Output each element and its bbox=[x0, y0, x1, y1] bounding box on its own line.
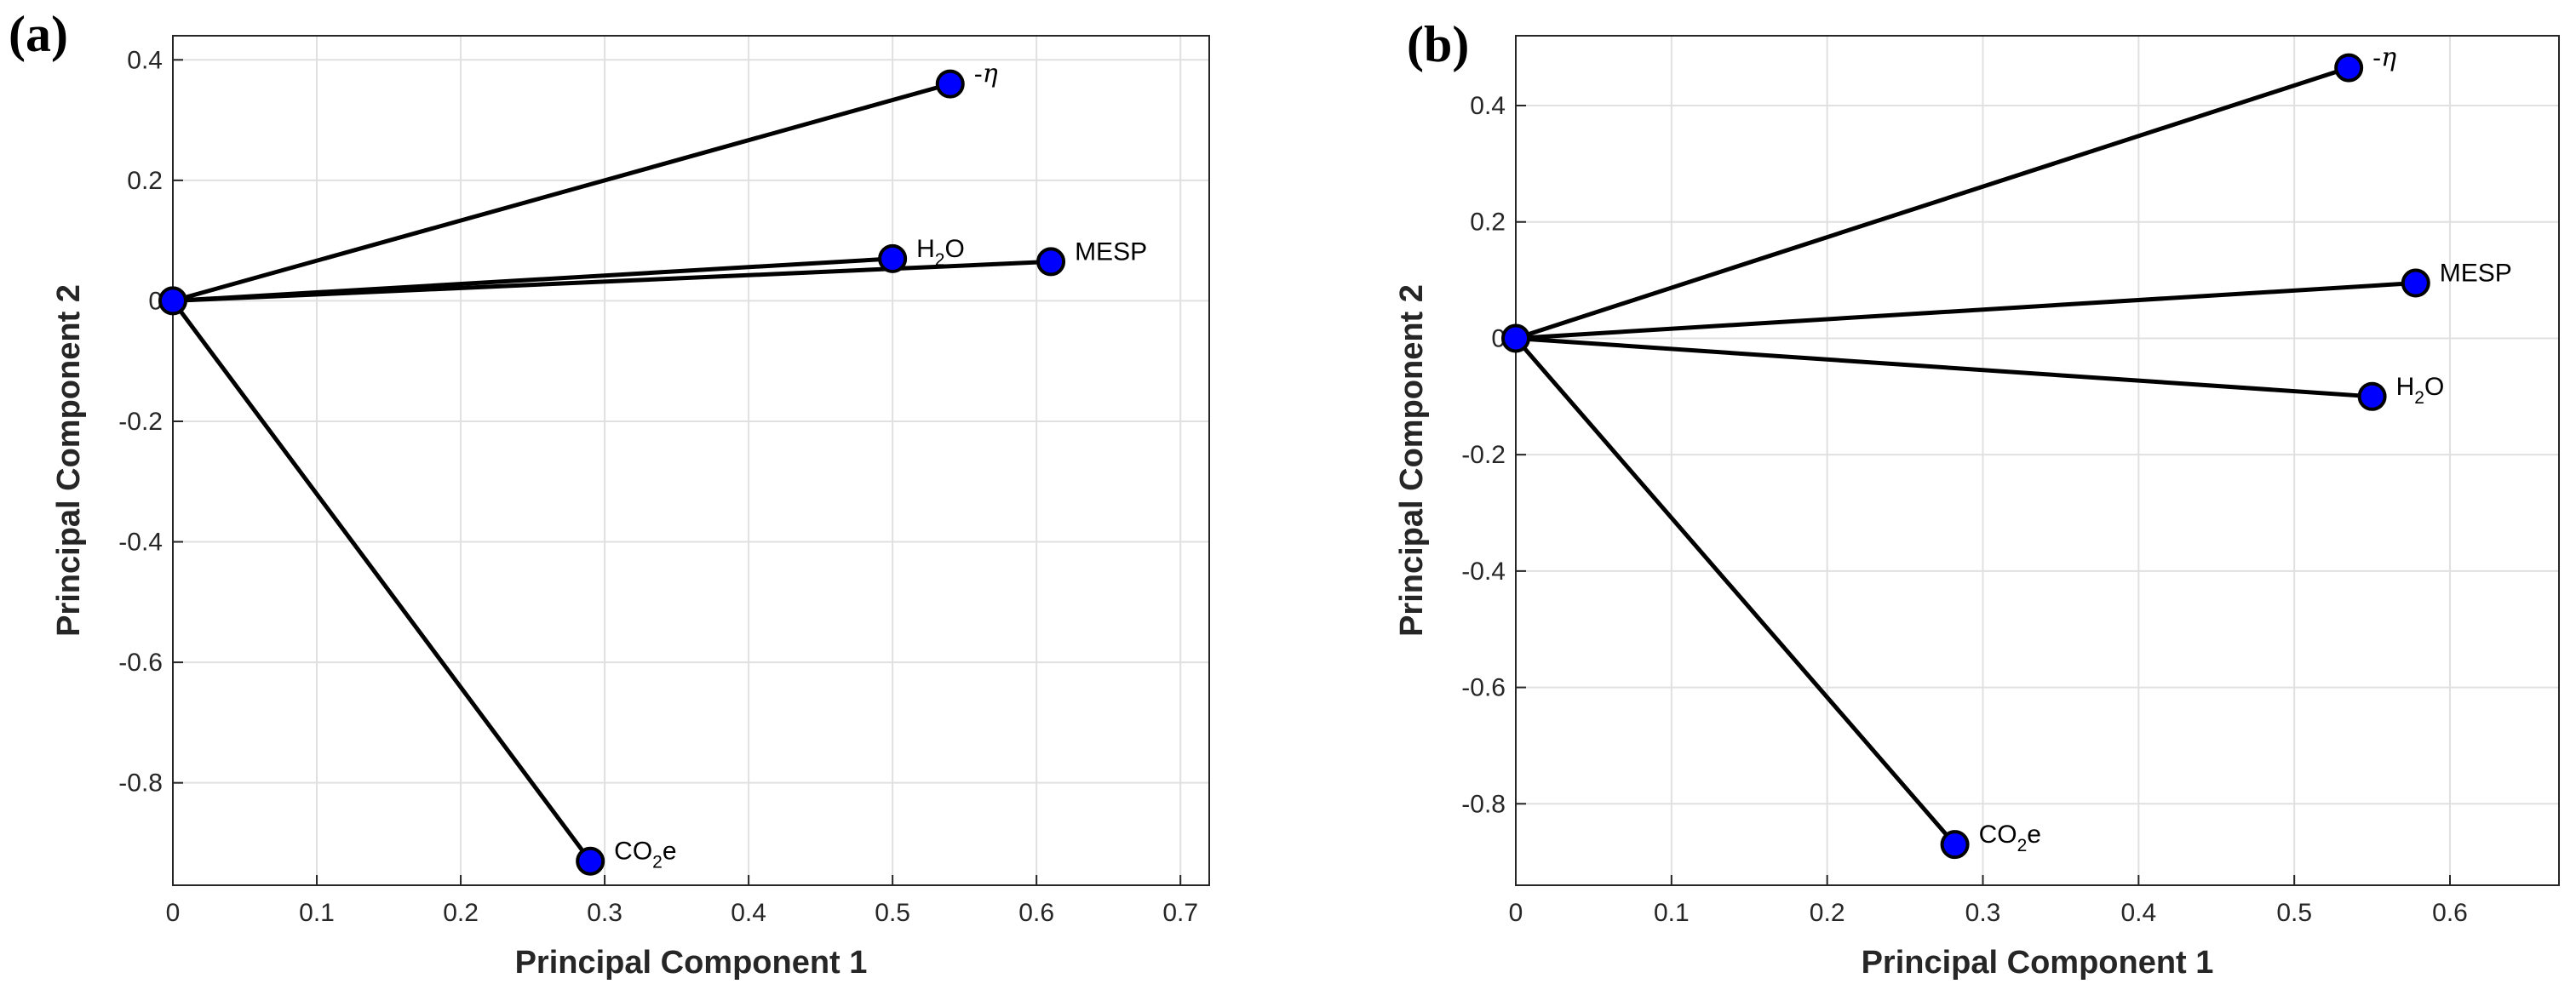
x-tick-label: 0.7 bbox=[1162, 899, 1198, 927]
x-tick-label: 0.1 bbox=[1654, 899, 1690, 927]
data-point bbox=[1036, 247, 1066, 277]
point-label: CO2e bbox=[614, 838, 676, 872]
panel-label: (b) bbox=[1407, 16, 1469, 72]
x-tick-label: 0.6 bbox=[1018, 899, 1054, 927]
loading-vector-line bbox=[170, 299, 593, 863]
y-tick-label: 0 bbox=[1491, 324, 1506, 352]
plot-area-frame bbox=[1515, 35, 2560, 886]
x-tick-label: 0.5 bbox=[875, 899, 910, 927]
y-tick-label: -0.6 bbox=[118, 649, 163, 677]
point-label: H2O bbox=[2396, 373, 2445, 408]
y-tick-label: 0.2 bbox=[127, 167, 163, 195]
x-axis-title: Principal Component 1 bbox=[1862, 945, 2214, 981]
x-tick-label: 0.3 bbox=[1965, 899, 2001, 927]
x-tick-label: 0.4 bbox=[731, 899, 766, 927]
origin-point bbox=[1501, 323, 1530, 353]
y-tick-label: -0.4 bbox=[1461, 558, 1506, 586]
point-label: H2O bbox=[916, 235, 965, 270]
y-tick-label: -0.6 bbox=[1461, 674, 1506, 702]
y-tick-label: -0.8 bbox=[118, 769, 163, 798]
point-label: -η bbox=[2372, 43, 2396, 73]
data-point bbox=[935, 69, 965, 99]
loading-vector-line bbox=[172, 82, 951, 303]
x-tick-label: 0 bbox=[1509, 899, 1523, 927]
data-point bbox=[2334, 53, 2364, 83]
loading-vector-line bbox=[1515, 66, 2349, 340]
point-label: MESP bbox=[1075, 237, 1147, 266]
x-tick-label: 0.1 bbox=[299, 899, 335, 927]
point-label: CO2e bbox=[1979, 821, 2041, 855]
plot-area-frame bbox=[172, 35, 1210, 886]
data-point bbox=[1940, 830, 1970, 860]
x-tick-label: 0.2 bbox=[1810, 899, 1845, 927]
x-tick-label: 0 bbox=[166, 899, 181, 927]
y-tick-label: -0.4 bbox=[118, 529, 163, 557]
y-tick-label: -0.2 bbox=[1461, 441, 1506, 469]
x-tick-label: 0.6 bbox=[2432, 899, 2468, 927]
x-axis-title: Principal Component 1 bbox=[515, 945, 868, 981]
data-point bbox=[576, 846, 605, 876]
data-point bbox=[2401, 268, 2430, 298]
y-tick-label: -0.8 bbox=[1461, 790, 1506, 818]
x-tick-label: 0.4 bbox=[2120, 899, 2156, 927]
origin-point bbox=[158, 286, 187, 316]
y-axis-title: Principal Component 2 bbox=[1394, 284, 1430, 637]
y-tick-label: 0 bbox=[148, 287, 163, 315]
x-tick-label: 0.5 bbox=[2276, 899, 2312, 927]
data-point bbox=[2357, 381, 2387, 411]
chart-panel-a: 0 0.1 0.2 0.3 0.4 0.5 0.6 0.7 0.4 0.2 0 -0.2 -0.4 -0.… bbox=[9, 6, 1210, 981]
x-tick-label: 0.3 bbox=[587, 899, 622, 927]
y-tick-label: 0.2 bbox=[1470, 209, 1506, 237]
data-point bbox=[878, 243, 908, 273]
point-label: MESP bbox=[2440, 260, 2512, 288]
point-label: -η bbox=[974, 60, 998, 89]
y-axis-title: Principal Component 2 bbox=[51, 284, 87, 637]
loading-vector-line bbox=[172, 259, 1052, 303]
loading-vector-line bbox=[1515, 281, 2416, 340]
loading-vector-line bbox=[1514, 336, 1957, 846]
y-tick-label: -0.2 bbox=[118, 408, 163, 436]
panel-label: (a) bbox=[9, 6, 68, 62]
loading-vector-line bbox=[1515, 335, 2372, 399]
chart-panel-b: 0 0.1 0.2 0.3 0.4 0.5 0.6 0.4 0.2 0 -0.2 -0.4 -0.6 -0… bbox=[1394, 16, 2560, 981]
y-tick-label: 0.4 bbox=[127, 46, 163, 74]
y-tick-label: 0.4 bbox=[1470, 92, 1506, 120]
x-tick-label: 0.2 bbox=[443, 899, 479, 927]
